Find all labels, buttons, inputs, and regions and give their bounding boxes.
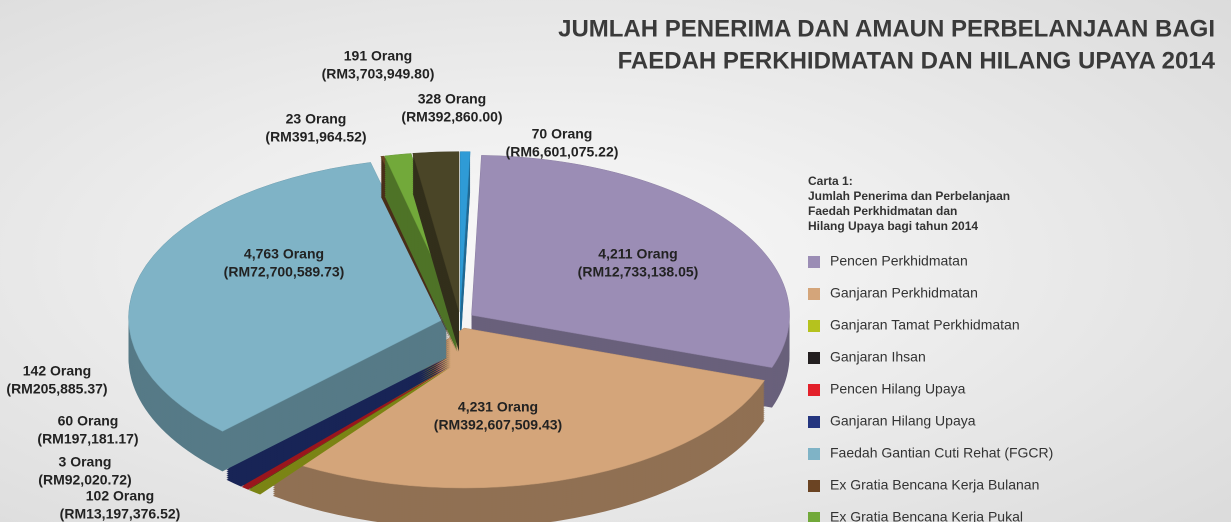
legend-label: Ganjaran Perkhidmatan <box>830 285 978 301</box>
legend-title: Faedah Perkhidmatan dan <box>808 204 957 218</box>
legend-label: Ex Gratia Bencana Kerja Pukal <box>830 509 1023 522</box>
data-label: 60 Orang <box>58 413 119 429</box>
amount-label: (RM13,197,376.52) <box>60 506 181 522</box>
legend-title: Hilang Upaya bagi tahun 2014 <box>808 219 978 233</box>
data-label: 191 Orang <box>344 48 412 64</box>
amount-label: (RM72,700,589.73) <box>224 264 345 280</box>
legend-label: Pencen Perkhidmatan <box>830 253 968 269</box>
legend-title: Carta 1: <box>808 174 853 188</box>
legend-label: Ganjaran Tamat Perkhidmatan <box>830 317 1020 333</box>
amount-label: (RM392,860.00) <box>401 109 502 125</box>
legend-label: Ex Gratia Bencana Kerja Bulanan <box>830 477 1039 493</box>
slice-side <box>384 183 458 342</box>
slice-side <box>384 191 458 350</box>
legend-label: Ganjaran Hilang Upaya <box>830 413 976 429</box>
data-label: 142 Orang <box>23 363 91 379</box>
amount-label: (RM3,703,949.80) <box>322 66 435 82</box>
legend-label: Faedah Gantian Cuti Rehat (FGCR) <box>830 445 1053 461</box>
slice-side <box>380 196 457 352</box>
legend-swatch <box>808 288 820 300</box>
legend-swatch <box>808 416 820 428</box>
slice-side <box>384 185 458 344</box>
slice-side <box>384 179 458 338</box>
legend-swatch <box>808 384 820 396</box>
amount-label: (RM197,181.17) <box>37 431 138 447</box>
legend-title: Jumlah Penerima dan Perbelanjaan <box>808 189 1010 203</box>
slice-side <box>384 187 458 346</box>
amount-label: (RM205,885.37) <box>6 381 107 397</box>
pie-slice <box>459 151 471 352</box>
legend-label: Pencen Hilang Upaya <box>830 381 966 397</box>
pie-slice <box>272 327 765 522</box>
slice-side <box>248 366 452 490</box>
legend-swatch <box>808 352 820 364</box>
amount-label: (RM12,733,138.05) <box>578 264 699 280</box>
slice-side <box>384 175 458 334</box>
slice-side <box>384 171 458 330</box>
slice-side <box>380 194 457 350</box>
slice-side <box>384 165 458 324</box>
legend-swatch <box>808 256 820 268</box>
slice-side <box>384 167 458 326</box>
slice-side <box>384 189 458 348</box>
data-label: 4,763 Orang <box>244 246 324 262</box>
amount-label: (RM392,607,509.43) <box>434 417 562 433</box>
slice-top <box>471 155 790 368</box>
data-label: 23 Orang <box>286 111 347 127</box>
amount-label: (RM6,601,075.22) <box>506 144 619 160</box>
slice-top <box>412 151 460 312</box>
slice-side <box>384 181 458 340</box>
legend-swatch <box>808 512 820 522</box>
slice-side <box>384 169 458 328</box>
amount-label: (RM92,020.72) <box>38 472 131 488</box>
slice-top <box>459 151 471 312</box>
legend-swatch <box>808 320 820 332</box>
data-label: 4,231 Orang <box>458 399 538 415</box>
amount-label: (RM391,964.52) <box>265 129 366 145</box>
chart-title: FAEDAH PERKHIDMATAN DAN HILANG UPAYA 201… <box>618 47 1216 74</box>
legend-label: Ganjaran Ihsan <box>830 349 926 365</box>
pie-slice <box>128 162 447 472</box>
slice-side <box>384 177 458 336</box>
data-label: 3 Orang <box>59 454 112 470</box>
slice-top <box>128 162 447 432</box>
pie-slice <box>412 151 460 352</box>
chart-title: JUMLAH PENERIMA DAN AMAUN PERBELANJAAN B… <box>558 15 1215 42</box>
slice-top <box>272 327 765 489</box>
data-label: 70 Orang <box>532 126 593 142</box>
data-label: 102 Orang <box>86 488 154 504</box>
data-label: 328 Orang <box>418 91 486 107</box>
pie-slice <box>471 155 790 408</box>
data-label: 4,211 Orang <box>598 246 677 262</box>
legend-swatch <box>808 480 820 492</box>
slice-side <box>384 173 458 332</box>
slice-side <box>384 193 458 352</box>
legend-swatch <box>808 448 820 460</box>
